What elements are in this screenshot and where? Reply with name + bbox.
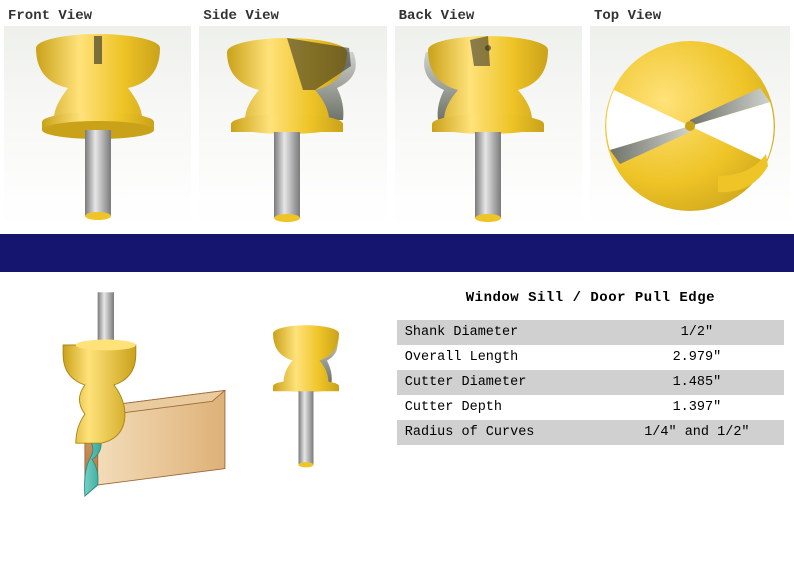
- view-label: Back View: [395, 8, 582, 24]
- spec-value: 1.397": [610, 395, 784, 420]
- router-bit-back-icon: [398, 26, 578, 226]
- lower-section: Window Sill / Door Pull Edge Shank Diame…: [0, 272, 794, 500]
- table-row: Overall Length 2.979": [397, 345, 784, 370]
- table-row: Cutter Depth 1.397": [397, 395, 784, 420]
- spec-label: Cutter Diameter: [397, 370, 610, 395]
- spec-value: 1/4" and 1/2": [610, 420, 784, 445]
- router-bit-small-icon: [264, 310, 354, 480]
- router-bit-side-icon: [203, 26, 383, 226]
- view-image-front: [4, 26, 191, 226]
- table-row: Radius of Curves 1/4" and 1/2": [397, 420, 784, 445]
- spec-title: Window Sill / Door Pull Edge: [397, 290, 784, 306]
- router-bit-front-icon: [8, 26, 188, 226]
- view-front: Front View: [4, 8, 191, 226]
- spec-panel: Window Sill / Door Pull Edge Shank Diame…: [397, 290, 784, 500]
- spec-value: 2.979": [610, 345, 784, 370]
- view-label: Side View: [199, 8, 386, 24]
- view-label: Top View: [590, 8, 790, 24]
- spec-label: Overall Length: [397, 345, 610, 370]
- diagram-area: [10, 290, 379, 500]
- view-image-side: [199, 26, 386, 226]
- spec-value: 1/2": [610, 320, 784, 345]
- divider-band: [0, 234, 794, 272]
- table-row: Shank Diameter 1/2": [397, 320, 784, 345]
- spec-label: Cutter Depth: [397, 395, 610, 420]
- spec-label: Shank Diameter: [397, 320, 610, 345]
- view-side: Side View: [199, 8, 386, 226]
- view-image-back: [395, 26, 582, 226]
- views-row: Front View: [0, 0, 794, 226]
- view-label: Front View: [4, 8, 191, 24]
- view-back: Back View: [395, 8, 582, 226]
- spec-label: Radius of Curves: [397, 420, 610, 445]
- table-row: Cutter Diameter 1.485": [397, 370, 784, 395]
- spec-table: Shank Diameter 1/2" Overall Length 2.979…: [397, 320, 784, 445]
- profile-diagram-icon: [34, 290, 234, 500]
- router-bit-top-icon: [590, 26, 790, 226]
- view-image-top: [590, 26, 790, 226]
- view-top: Top View: [590, 8, 790, 226]
- spec-value: 1.485": [610, 370, 784, 395]
